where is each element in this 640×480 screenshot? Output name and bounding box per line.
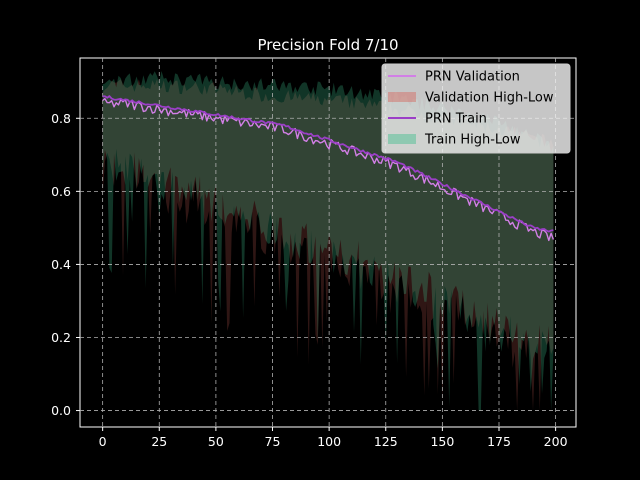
band-validation-high-low <box>102 79 554 411</box>
series-line-prn-validation <box>102 97 555 242</box>
y-tick-label: 0.8 <box>51 111 71 126</box>
x-tick-label: 0 <box>99 434 107 449</box>
x-tick-label: 150 <box>430 434 454 449</box>
chart-title: Precision Fold 7/10 <box>257 36 398 54</box>
legend-label-train-high-low: Train High-Low <box>424 133 521 148</box>
y-tick-label: 0.0 <box>51 403 71 418</box>
plot-area: 0 25 50 75 100 125 150 175 200 0.0 0.2 0.4 0.6 0.8 <box>51 57 577 449</box>
x-tick-label: 100 <box>317 434 341 449</box>
x-tick-label: 125 <box>374 434 398 449</box>
x-tick-label: 50 <box>208 434 224 449</box>
series-line-prn-train <box>102 95 554 233</box>
legend-box <box>381 63 571 154</box>
legend: PRN Validation Validation High-Low PRN Tra… <box>381 63 571 154</box>
y-tick-label: 0.6 <box>51 184 71 199</box>
legend-label-prn-validation: PRN Validation <box>425 70 520 85</box>
legend-swatch-train-high-low <box>388 134 416 144</box>
y-tick-label: 0.4 <box>51 257 71 272</box>
x-tick-label: 75 <box>265 434 281 449</box>
x-tick-label: 25 <box>151 434 167 449</box>
band-train-high-low <box>102 71 554 411</box>
x-tick-label: 175 <box>487 434 511 449</box>
y-tick-label: 0.2 <box>51 330 71 345</box>
axes-frame <box>79 57 577 428</box>
x-tick-label: 200 <box>544 434 568 449</box>
legend-label-prn-train: PRN Train <box>425 112 487 127</box>
legend-swatch-validation-high-low <box>388 92 416 102</box>
legend-label-validation-high-low: Validation High-Low <box>425 91 554 106</box>
